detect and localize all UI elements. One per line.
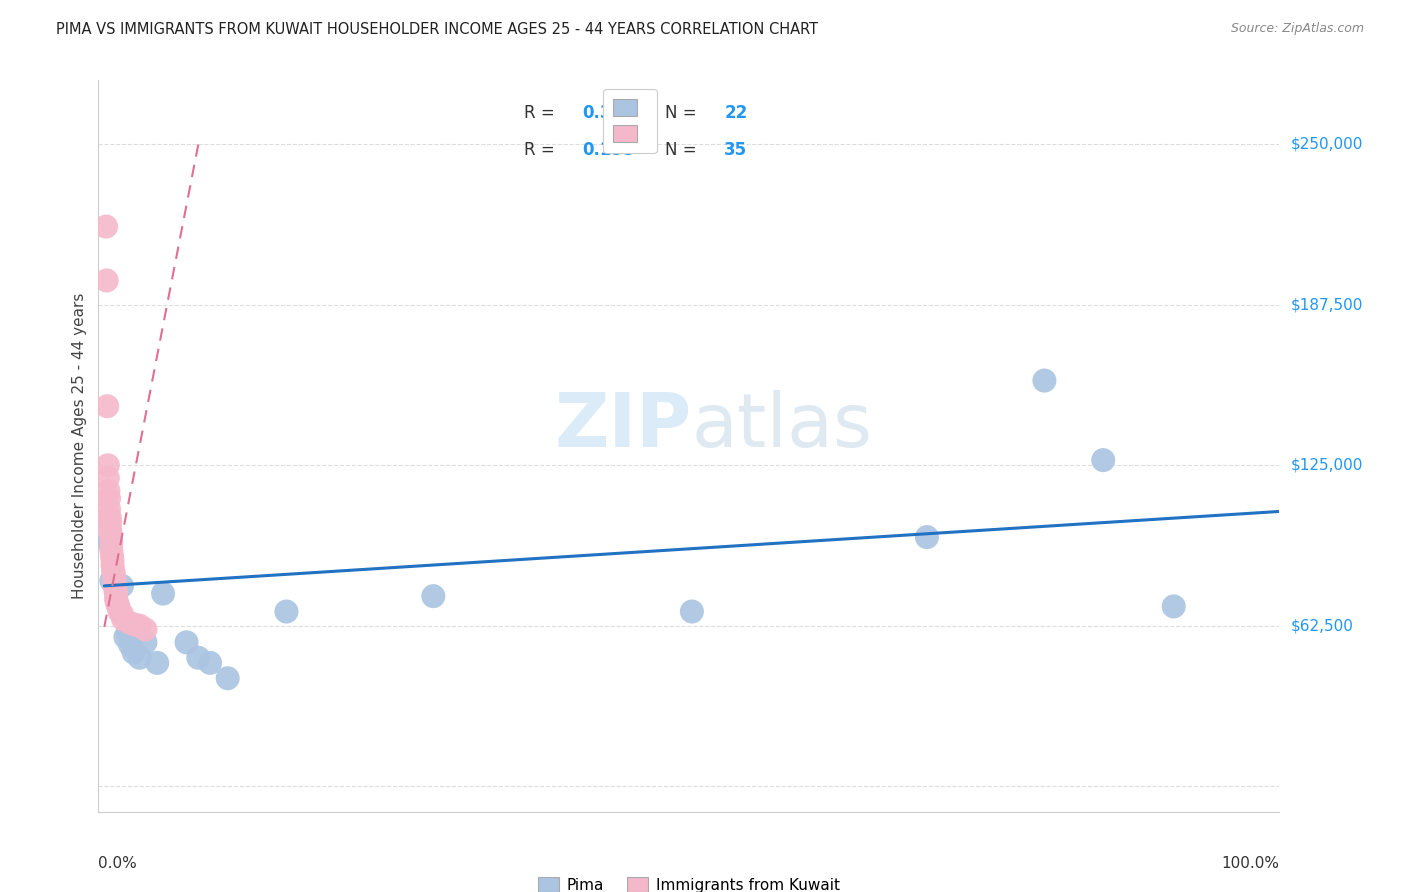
Point: [104, 579, 127, 593]
Point: [1033, 374, 1056, 388]
Point: [98, 509, 121, 524]
Point: [96, 399, 118, 413]
Point: [1163, 599, 1185, 614]
Point: [101, 564, 124, 578]
Text: atlas: atlas: [692, 391, 873, 463]
Point: [105, 591, 128, 606]
Point: [107, 599, 129, 614]
Point: [122, 646, 145, 660]
Point: [97, 471, 120, 485]
Point: [98, 501, 121, 516]
Point: [152, 586, 174, 600]
Point: [117, 615, 139, 629]
Point: [915, 530, 938, 544]
Point: [101, 548, 124, 562]
Point: [100, 527, 122, 541]
Point: [114, 630, 136, 644]
Point: [100, 574, 122, 588]
Point: [128, 618, 150, 632]
Text: 35: 35: [724, 141, 748, 159]
Text: 0.329: 0.329: [582, 104, 636, 122]
Legend: , : ,: [603, 88, 657, 153]
Text: $187,500: $187,500: [1291, 297, 1364, 312]
Point: [134, 623, 156, 637]
Point: [111, 579, 134, 593]
Point: [198, 656, 221, 670]
Point: [111, 607, 134, 621]
Point: [98, 523, 121, 537]
Point: [100, 535, 122, 549]
Point: [128, 650, 150, 665]
Text: R =: R =: [523, 141, 560, 159]
Point: [112, 612, 135, 626]
Point: [146, 656, 169, 670]
Point: [105, 597, 128, 611]
Point: [103, 566, 125, 580]
Y-axis label: Householder Income Ages 25 - 44 years: Householder Income Ages 25 - 44 years: [72, 293, 87, 599]
Point: [101, 553, 124, 567]
Text: 22: 22: [724, 104, 748, 122]
Point: [422, 589, 444, 603]
Point: [105, 594, 128, 608]
Text: R =: R =: [523, 104, 560, 122]
Text: Source: ZipAtlas.com: Source: ZipAtlas.com: [1230, 22, 1364, 36]
Point: [187, 650, 209, 665]
Text: 0.0%: 0.0%: [98, 855, 138, 871]
Point: [108, 605, 131, 619]
Point: [120, 638, 142, 652]
Point: [103, 571, 125, 585]
Text: N =: N =: [665, 141, 702, 159]
Point: [134, 635, 156, 649]
Point: [98, 515, 121, 529]
Point: [217, 671, 239, 685]
Point: [101, 558, 124, 573]
Text: $250,000: $250,000: [1291, 137, 1364, 152]
Point: [122, 617, 145, 632]
Point: [105, 586, 128, 600]
Point: [1092, 453, 1115, 467]
Point: [97, 458, 120, 473]
Point: [96, 273, 118, 287]
Text: ZIP: ZIP: [554, 391, 692, 463]
Point: [103, 574, 125, 588]
Text: 0.195: 0.195: [582, 141, 636, 159]
Text: $125,000: $125,000: [1291, 458, 1364, 473]
Text: $62,500: $62,500: [1291, 618, 1354, 633]
Point: [94, 219, 117, 234]
Point: [681, 605, 703, 619]
Point: [98, 491, 121, 506]
Text: 100.0%: 100.0%: [1222, 855, 1279, 871]
Point: [100, 543, 122, 558]
Point: [276, 605, 298, 619]
Point: [104, 584, 127, 599]
Point: [176, 635, 198, 649]
Point: [98, 535, 121, 549]
Text: N =: N =: [665, 104, 702, 122]
Point: [117, 625, 139, 640]
Point: [97, 483, 120, 498]
Text: PIMA VS IMMIGRANTS FROM KUWAIT HOUSEHOLDER INCOME AGES 25 - 44 YEARS CORRELATION: PIMA VS IMMIGRANTS FROM KUWAIT HOUSEHOLD…: [56, 22, 818, 37]
